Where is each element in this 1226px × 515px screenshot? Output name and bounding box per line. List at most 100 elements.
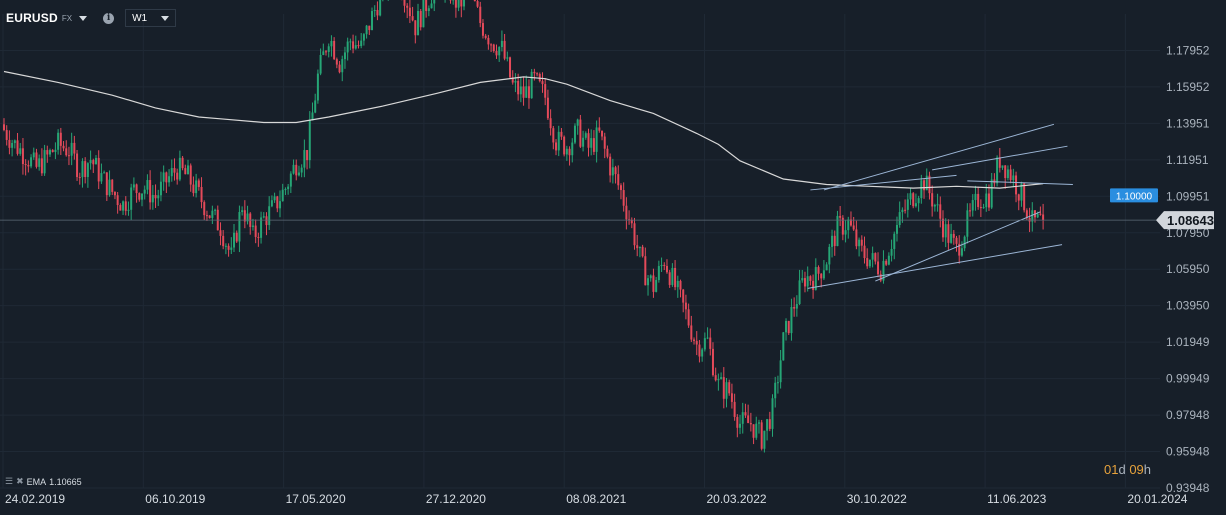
candle-body: [582, 137, 585, 147]
candle-body: [950, 233, 953, 243]
candle-body: [795, 304, 798, 309]
y-tick-label: 0.93948: [1166, 481, 1210, 495]
candle-body: [365, 25, 368, 35]
candle-body: [557, 131, 560, 151]
candle-body: [300, 167, 303, 173]
candle-body: [170, 168, 173, 177]
candle-body: [233, 232, 236, 248]
candle-body: [1012, 175, 1015, 181]
candle-body: [552, 128, 555, 143]
y-tick-label: 0.95948: [1166, 445, 1210, 459]
candle-body: [289, 173, 292, 187]
candle-body: [560, 131, 563, 137]
candle-body: [411, 16, 414, 21]
candle-body: [592, 138, 595, 152]
market-label: FX: [61, 13, 73, 23]
candle-body: [100, 173, 103, 182]
candle-body: [178, 157, 181, 180]
candle-body: [812, 280, 815, 290]
candle-body: [116, 195, 119, 206]
candle-body: [730, 393, 733, 402]
candle-body: [952, 233, 955, 238]
candle-body: [159, 181, 162, 196]
remove-indicator-icon[interactable]: ✖: [16, 476, 24, 486]
candle-body: [38, 158, 41, 167]
info-icon[interactable]: i: [103, 12, 115, 24]
candle-body: [5, 130, 8, 140]
candle-body: [833, 235, 836, 247]
symbol-name[interactable]: EURUSD: [6, 11, 58, 25]
candle-body: [511, 77, 514, 83]
candle-body: [622, 190, 625, 206]
trendline: [810, 174, 957, 191]
candle-body: [371, 11, 374, 31]
timeframe-select[interactable]: W1: [125, 9, 177, 27]
candle-body: [430, 3, 433, 9]
candle-body: [311, 112, 314, 121]
candle-body: [844, 230, 847, 235]
candle-body: [752, 424, 755, 438]
candle-body: [966, 210, 969, 237]
candle-body: [793, 306, 796, 309]
candle-body: [725, 382, 728, 399]
candle-body: [73, 142, 76, 154]
candle-body: [990, 179, 993, 208]
candle-body: [195, 180, 198, 194]
candle-body: [852, 225, 855, 230]
candle-body: [841, 217, 844, 235]
candle-body: [200, 186, 203, 203]
candle-body: [679, 280, 682, 290]
candle-body: [243, 210, 246, 222]
candle-body: [454, 0, 457, 8]
candle-body: [427, 8, 430, 11]
candle-body: [43, 150, 46, 174]
x-tick-label: 24.02.2019: [5, 492, 65, 506]
candle-body: [549, 118, 552, 129]
candle-body: [1006, 169, 1009, 179]
candle-body: [579, 119, 582, 147]
candle-body: [119, 205, 122, 211]
candle-body: [655, 280, 658, 292]
candle-body: [906, 199, 909, 210]
trendline: [823, 123, 1055, 191]
candle-body: [251, 225, 254, 227]
candle-body: [78, 177, 81, 179]
x-tick-label: 06.10.2019: [145, 492, 205, 506]
candle-body: [241, 210, 244, 213]
candle-body: [766, 419, 769, 431]
candle-body: [625, 205, 628, 220]
candle-body: [706, 337, 709, 339]
candle-body: [928, 175, 931, 194]
candle-body: [863, 245, 866, 259]
candle-body: [1025, 210, 1028, 219]
candle-body: [46, 150, 49, 155]
candle-body: [187, 165, 190, 175]
candle-body: [476, 1, 479, 7]
y-tick-label: 1.09951: [1166, 189, 1210, 203]
candle-body: [89, 160, 92, 164]
candle-body: [871, 253, 874, 260]
candle-body: [960, 248, 963, 256]
candle-body: [533, 71, 536, 74]
candle-body: [224, 245, 227, 247]
candle-body: [295, 164, 298, 176]
candle-body: [787, 320, 790, 334]
indicator-settings-icon[interactable]: ☰: [5, 476, 14, 486]
candle-body: [941, 218, 944, 238]
candle-body: [739, 423, 742, 428]
symbol-dropdown-chevron-icon[interactable]: [79, 15, 88, 21]
candle-body: [135, 184, 138, 194]
candle-body: [522, 86, 525, 98]
candle-body: [544, 84, 547, 98]
candle-body: [509, 57, 512, 78]
candle-body: [985, 193, 988, 208]
y-tick-label: 1.05950: [1166, 262, 1210, 276]
candle-body: [1004, 165, 1007, 179]
countdown-days: 01: [1104, 462, 1119, 477]
trendline: [807, 244, 1063, 289]
candle-body: [603, 136, 606, 149]
candle-body: [839, 215, 842, 218]
candle-body: [917, 198, 920, 204]
candle-body: [1023, 183, 1026, 211]
